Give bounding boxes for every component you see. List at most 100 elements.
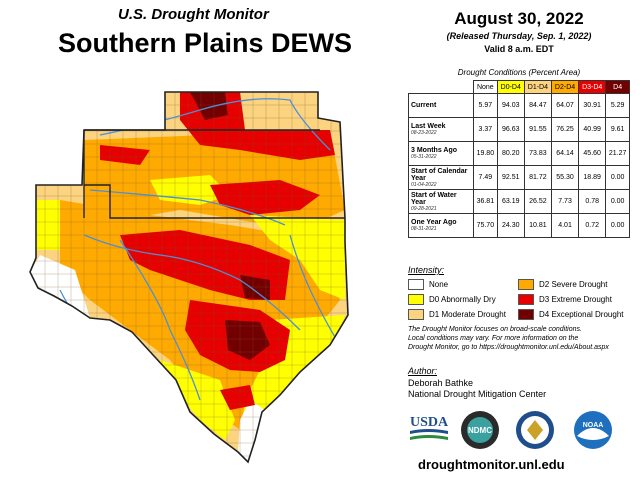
map-subtitle: U.S. Drought Monitor: [118, 6, 269, 23]
legend-item-d3: D3 Extreme Drought: [518, 294, 612, 305]
region-outline: [29, 91, 349, 464]
table-cell: 7.73: [550, 189, 580, 214]
table-cell: 55.30: [550, 165, 580, 190]
table-cell: 24.30: [496, 213, 525, 238]
legend-item-d4: D4 Exceptional Drought: [518, 309, 624, 320]
author-org: National Drought Mitigation Center: [408, 389, 547, 399]
table-cell: 0.00: [605, 165, 630, 190]
table-cell: 5.29: [605, 93, 630, 118]
usda-logo: USDA: [410, 415, 449, 440]
table-cell: 96.63: [496, 117, 525, 142]
author-label: Author:: [408, 366, 438, 376]
col-d3-d4: D3-D4: [578, 80, 607, 94]
disclaimer-note: The Drought Monitor focuses on broad-sca…: [408, 326, 609, 351]
table-cell: 73.83: [523, 141, 552, 166]
drought-map: [29, 91, 349, 464]
row-label: Start of Calendar Year: [411, 167, 468, 182]
col-d0-d4: D0-D4: [496, 80, 525, 94]
d0-area: [160, 360, 235, 440]
table-cell: 36.81: [473, 189, 498, 214]
table-cell: 45.60: [578, 141, 607, 166]
doc-seal-logo: [516, 411, 554, 449]
table-row: Current 5.97 94.03 84.47 64.07 30.91 5.29: [408, 93, 630, 118]
drought-conditions-table: None D0-D4 D1-D4 D2-D4 D3-D4 D4 Current 5…: [408, 80, 630, 238]
table-cell: 21.27: [605, 141, 630, 166]
table-cell: 0.78: [578, 189, 607, 214]
table-cell: 0.00: [605, 189, 630, 214]
table-cell: 3.37: [473, 117, 498, 142]
row-label: Start of Water Year: [411, 191, 457, 206]
table-caption: Drought Conditions (Percent Area): [457, 68, 581, 77]
table-cell: 19.80: [473, 141, 498, 166]
table-cell: 5.97: [473, 93, 498, 118]
table-row: 3 Months Ago 05-31-2022 19.80 80.20 73.83 64.…: [408, 141, 630, 166]
none-area: [238, 400, 265, 462]
legend-swatch: [518, 279, 534, 290]
legend-swatch: [408, 294, 424, 305]
col-d2-d4: D2-D4: [550, 80, 580, 94]
legend-swatch: [518, 294, 534, 305]
table-cell: 9.61: [605, 117, 630, 142]
d4-area: [225, 320, 270, 360]
table-cell: 92.51: [496, 165, 525, 190]
table-cell: 84.47: [523, 93, 552, 118]
table-cell: 26.52: [523, 189, 552, 214]
row-date: 01-04-2022: [411, 181, 437, 188]
row-label: Current: [411, 102, 437, 109]
table-row: Start of Water Year 09-28-2021 36.81 63.19 2…: [408, 189, 630, 214]
table-cell: 94.03: [496, 93, 525, 118]
col-none: None: [473, 80, 498, 94]
table-cell: 4.01: [550, 213, 580, 238]
row-label: One Year Ago: [411, 219, 457, 226]
d0-area: [36, 200, 60, 250]
ndmc-logo: NDMC: [461, 411, 499, 449]
table-cell: 0.00: [605, 213, 630, 238]
row-date: 08-23-2022: [411, 130, 437, 136]
table-cell: 18.89: [578, 165, 607, 190]
legend-swatch: [408, 309, 424, 320]
col-d4: D4: [605, 80, 630, 94]
table-row: Last Week 08-23-2022 3.37 96.63 91.55 76.25 40…: [408, 117, 630, 142]
table-cell: 91.55: [523, 117, 552, 142]
table-cell: 40.99: [578, 117, 607, 142]
legend-title: Intensity:: [408, 265, 445, 275]
table-row: One Year Ago 08-31-2021 75.70 24.30 10.81 4.0…: [408, 213, 630, 238]
release-date: (Released Thursday, Sep. 1, 2022): [446, 31, 592, 41]
table-cell: 81.72: [523, 165, 552, 190]
legend-swatch: [518, 309, 534, 320]
d4-area: [240, 275, 270, 300]
map-date: August 30, 2022: [454, 9, 584, 28]
d3-area: [100, 145, 150, 165]
legend-item-none: None: [408, 279, 448, 290]
row-date: 08-31-2021: [411, 226, 437, 232]
map-title: Southern Plains DEWS: [58, 28, 353, 58]
website-url[interactable]: droughtmonitor.unl.edu: [418, 457, 565, 472]
table-cell: 75.70: [473, 213, 498, 238]
d4-area: [190, 92, 228, 120]
col-d1-d4: D1-D4: [523, 80, 552, 94]
svg-text:USDA: USDA: [410, 415, 449, 430]
row-date: 05-31-2022: [411, 154, 437, 160]
table-cell: 30.91: [578, 93, 607, 118]
table-cell: 63.19: [496, 189, 525, 214]
legend-item-d2: D2 Severe Drought: [518, 279, 607, 290]
legend-swatch: [408, 279, 424, 290]
valid-time: Valid 8 a.m. EDT: [484, 44, 554, 54]
legend-item-d1: D1 Moderate Drought: [408, 309, 506, 320]
state-borders: [83, 129, 345, 219]
svg-text:NDMC: NDMC: [468, 426, 492, 435]
table-cell: 64.14: [550, 141, 580, 166]
svg-text:NOAA: NOAA: [583, 422, 604, 429]
row-label: Last Week: [411, 123, 446, 130]
table-cell: 0.72: [578, 213, 607, 238]
d3-area: [220, 385, 255, 410]
table-cell: 64.07: [550, 93, 580, 118]
row-date: 09-28-2021: [411, 205, 437, 212]
table-cell: 10.81: [523, 213, 552, 238]
table-cell: 80.20: [496, 141, 525, 166]
author-name: Deborah Bathke: [408, 378, 474, 388]
row-label: 3 Months Ago: [411, 147, 458, 154]
table-row: Start of Calendar Year 01-04-2022 7.49 92.5…: [408, 165, 630, 190]
d3-area: [60, 320, 110, 345]
table-cell: 76.25: [550, 117, 580, 142]
